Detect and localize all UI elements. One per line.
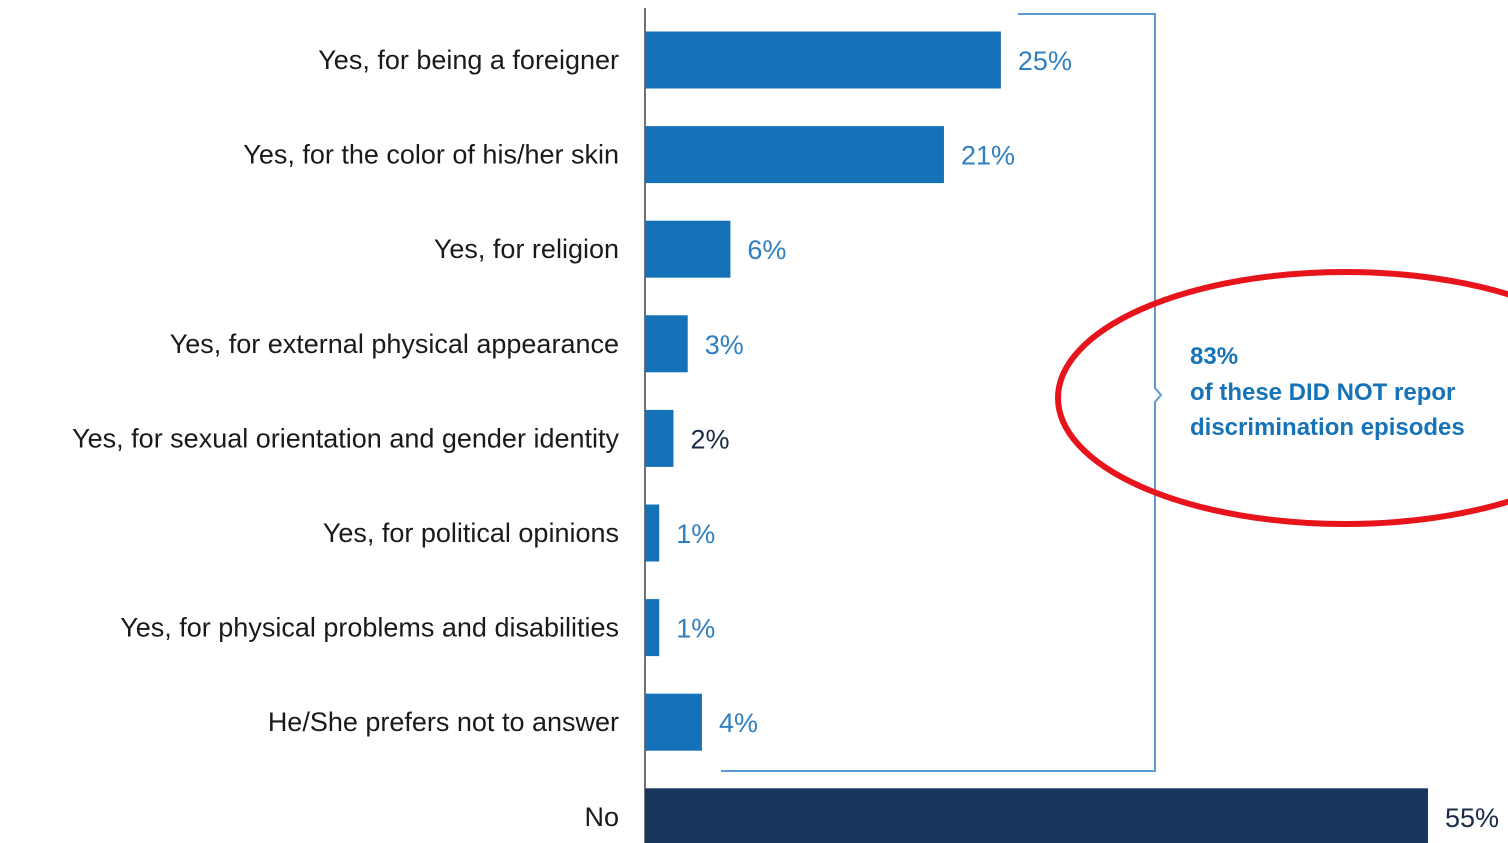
category-label: Yes, for physical problems and disabilit… — [120, 613, 619, 643]
category-label: Yes, for religion — [434, 234, 619, 264]
bar — [645, 599, 660, 657]
value-label: 25% — [1018, 46, 1072, 76]
bar — [645, 693, 702, 751]
bar — [645, 220, 731, 278]
bar — [645, 788, 1428, 843]
callout-bracket — [721, 13, 1163, 772]
category-label: No — [584, 802, 619, 832]
value-label: 6% — [747, 235, 786, 265]
bar — [645, 504, 660, 562]
value-label: 2% — [690, 424, 729, 454]
callout-percent: 83% — [1190, 343, 1238, 370]
bar — [645, 409, 674, 467]
value-label: 1% — [676, 614, 715, 644]
value-label: 4% — [719, 708, 758, 738]
category-label: Yes, for the color of his/her skin — [243, 140, 619, 170]
category-label: Yes, for sexual orientation and gender i… — [72, 423, 619, 453]
bars-group — [645, 31, 1428, 843]
category-label: He/She prefers not to answer — [268, 707, 619, 737]
bar — [645, 126, 944, 184]
bar — [645, 315, 688, 373]
category-label: Yes, for external physical appearance — [170, 329, 619, 359]
category-label: Yes, for political opinions — [323, 518, 619, 548]
category-labels-group: Yes, for being a foreigner Yes, for the c… — [72, 45, 619, 832]
callout-line-1: of these DID NOT repor — [1190, 379, 1455, 406]
callout-line-2: discrimination episodes — [1190, 414, 1465, 441]
value-label: 21% — [961, 141, 1015, 171]
bar — [645, 31, 1001, 89]
highlight-circle — [1055, 269, 1508, 527]
value-label: 1% — [676, 519, 715, 549]
category-label: Yes, for being a foreigner — [318, 45, 619, 75]
value-labels-group: 25% 21% 6% 3% 2% 1% 1% 4% 55% — [676, 46, 1499, 833]
value-label: 55% — [1445, 803, 1499, 833]
value-label: 3% — [705, 330, 744, 360]
